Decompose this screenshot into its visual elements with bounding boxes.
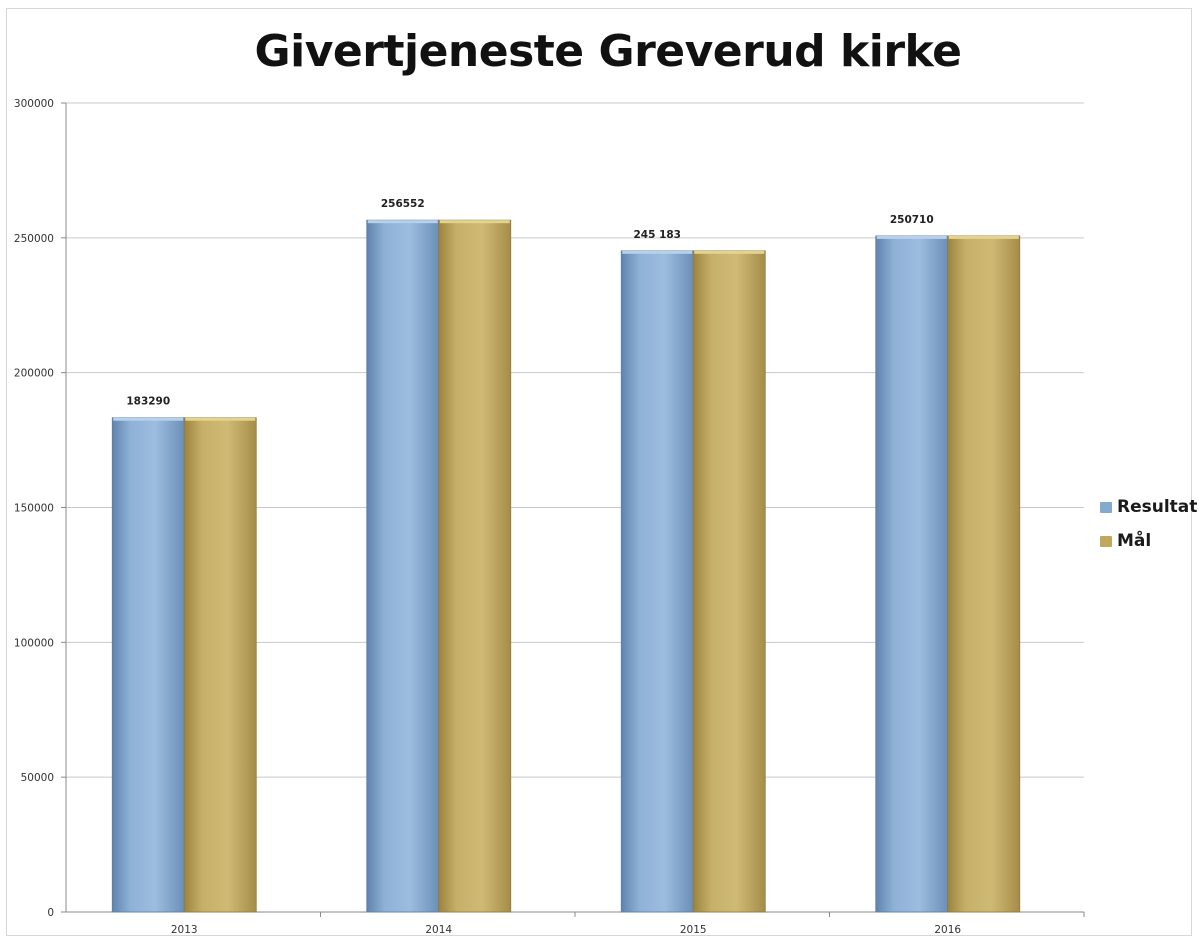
bar-resultat-2013 xyxy=(111,417,185,913)
bar-top-edge xyxy=(694,250,765,254)
bar-top-edge xyxy=(439,220,510,224)
legend-item-m-l: Mål xyxy=(1100,524,1197,558)
legend-swatch xyxy=(1100,535,1112,547)
data-label: 250710 xyxy=(890,214,934,226)
bar-resultat-2014 xyxy=(366,219,440,913)
x-tick-label: 2014 xyxy=(425,924,452,936)
legend: Resultat Mål xyxy=(1100,490,1197,558)
bar-m-l-2016 xyxy=(947,235,1021,913)
bar-top-edge xyxy=(367,220,438,224)
bar-resultat-2015 xyxy=(620,250,694,913)
bar-m-l-2015 xyxy=(692,250,766,913)
data-label: 183290 xyxy=(126,396,170,408)
x-tick-label: 2016 xyxy=(934,924,961,936)
legend-label: Resultat xyxy=(1117,497,1198,517)
bar-m-l-2013 xyxy=(183,417,257,913)
y-tick-label: 0 xyxy=(47,907,54,919)
bar-top-edge xyxy=(185,417,256,421)
chart-title: Givertjeneste Greverud kirke xyxy=(254,26,962,77)
y-tick-label: 300000 xyxy=(14,98,54,110)
legend-swatch xyxy=(1100,501,1112,513)
data-label: 245 183 xyxy=(634,229,682,241)
chart-frame xyxy=(6,8,1192,936)
bars xyxy=(111,219,1021,913)
bar-m-l-2014 xyxy=(438,219,512,913)
y-tick-label: 50000 xyxy=(21,772,54,784)
bar-top-edge xyxy=(876,235,947,239)
labels: 0 50000 100000 150000 200000 250000 300000 1832… xyxy=(14,98,962,936)
y-tick-label: 100000 xyxy=(14,637,54,649)
x-tick-label: 2015 xyxy=(680,924,707,936)
legend-item-resultat: Resultat xyxy=(1100,490,1197,524)
bar-top-edge xyxy=(113,417,184,421)
x-tick-label: 2013 xyxy=(171,924,198,936)
y-tick-label: 200000 xyxy=(14,368,54,380)
bar-resultat-2016 xyxy=(875,235,949,913)
y-tick-label: 250000 xyxy=(14,233,54,245)
bar-top-edge xyxy=(622,250,693,254)
y-tick-label: 150000 xyxy=(14,503,54,515)
legend-label: Mål xyxy=(1117,531,1152,551)
data-label: 256552 xyxy=(381,198,425,210)
bar-top-edge xyxy=(948,235,1019,239)
